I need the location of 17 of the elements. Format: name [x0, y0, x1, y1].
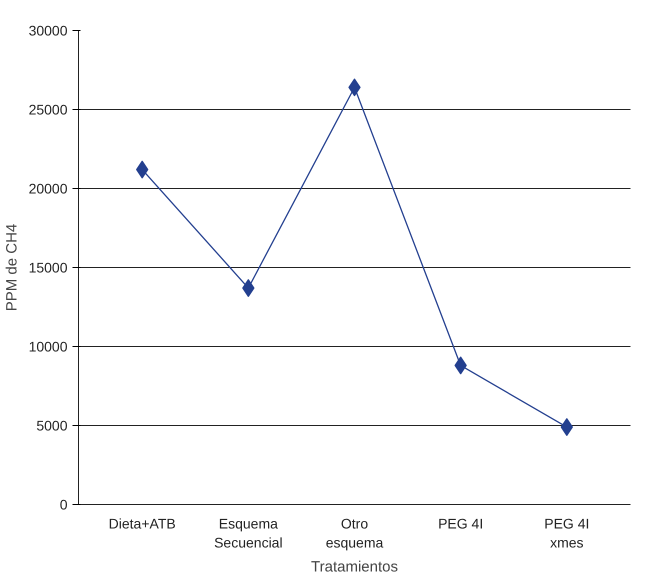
point — [242, 279, 255, 298]
x-tick-label: PEG 4I — [438, 516, 484, 532]
x-tick-label: PEG 4I xmes — [544, 516, 590, 551]
y-tick-label: 15000 — [28, 260, 68, 276]
y-tick-label: 25000 — [28, 102, 68, 118]
y-tick-label: 30000 — [28, 22, 68, 38]
x-tick-label: Dieta+ATB — [108, 516, 176, 532]
y-tick-label: 0 — [60, 496, 68, 512]
x-axis-title: Tratamientos — [311, 558, 398, 576]
x-tick-label: Esquema Secuencial — [214, 516, 283, 551]
y-axis-title: PPM de CH4 — [4, 224, 21, 312]
y-tick-label: 5000 — [36, 418, 68, 434]
y-tick-label: 20000 — [28, 180, 68, 196]
x-tick-label: Otro esquema — [326, 516, 384, 551]
point — [348, 78, 361, 96]
y-tick-label: 10000 — [28, 338, 68, 354]
point — [454, 356, 467, 374]
